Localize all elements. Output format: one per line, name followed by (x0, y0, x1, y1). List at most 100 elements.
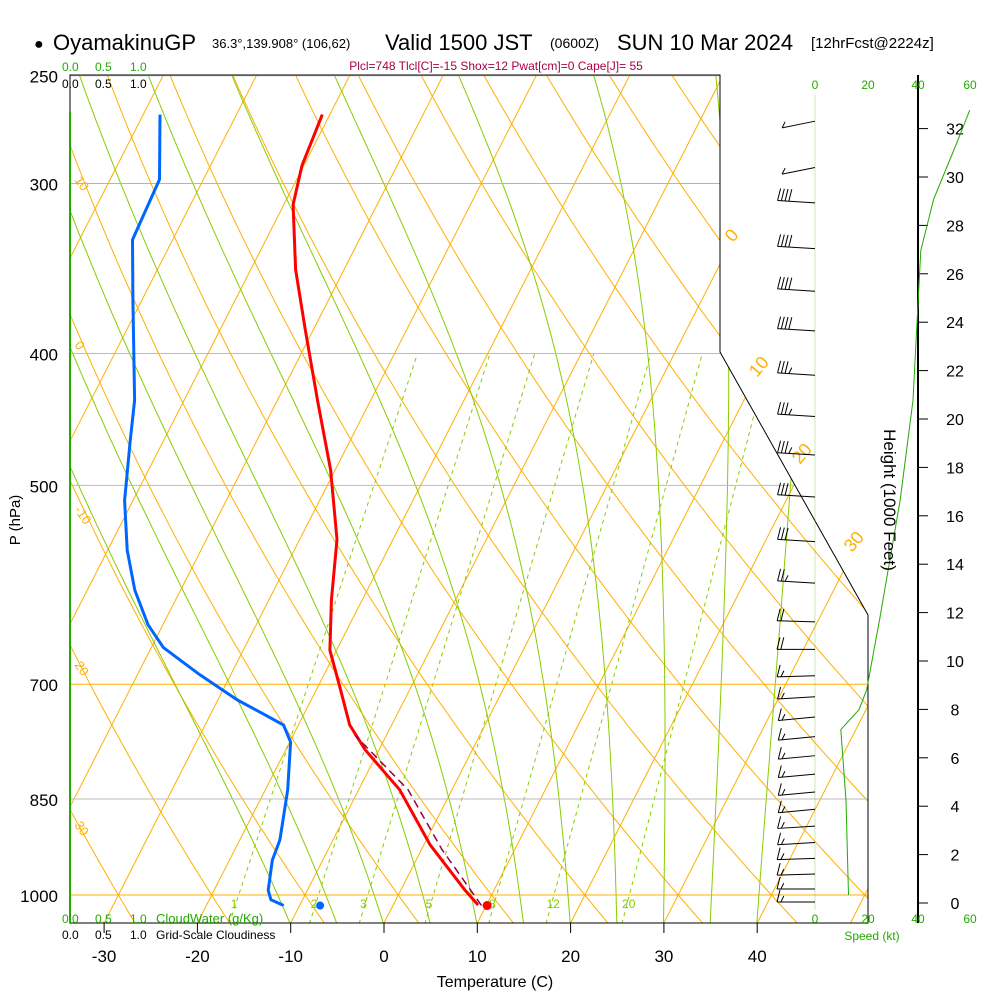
wind-barb (777, 783, 816, 796)
moist-adiabat-line (70, 75, 385, 923)
wind-barb-staff (777, 538, 816, 543)
speed-tick-top-2: 40 (911, 78, 925, 92)
temperature-tick-label: -10 (278, 947, 303, 966)
wind-barbs (776, 95, 971, 910)
wind-barb-staff (777, 857, 816, 861)
temperature-tick-label: 0 (379, 947, 388, 966)
isotherm-line (849, 75, 868, 923)
dry-adiabat-line (107, 75, 609, 923)
wind-barb-feather (780, 234, 785, 247)
grid-lines (70, 75, 868, 923)
wind-barb-feather (788, 367, 793, 374)
pressure-tick-label: 700 (30, 676, 58, 695)
isotherm-line (70, 75, 257, 923)
speed-tick-bottom-3: 60 (963, 912, 977, 926)
wind-barb-staff (777, 413, 816, 417)
wind-barb-feather (781, 733, 786, 741)
cloudwater-tick-top-0: 0.0 (62, 60, 79, 74)
wind-barb-feather (776, 876, 781, 890)
wind-barb-feather (777, 728, 782, 741)
wind-barb-feather (781, 806, 786, 813)
wind-barb-feather (784, 277, 789, 290)
wind-barb (777, 800, 816, 814)
isotherm-line (70, 75, 351, 923)
mixing-ratio-line (621, 353, 771, 923)
wind-barb-feather (784, 316, 789, 330)
dry-adiabat-line (70, 75, 231, 923)
dry-adiabat-line (70, 75, 420, 923)
temperature-tick-label: -20 (185, 947, 210, 966)
wind-barb-feather (781, 752, 786, 760)
surface-dewpoint-marker (316, 901, 325, 910)
dry-adiabat-line (70, 75, 515, 923)
wind-barb-staff (777, 494, 816, 498)
mixing-ratio-label: 2 (311, 897, 318, 911)
dry-adiabat-line (609, 75, 868, 923)
dry-adiabat-line (232, 75, 799, 923)
wind-barb-feather (788, 317, 793, 330)
wind-barb (777, 765, 816, 779)
isotherm-line (196, 75, 630, 923)
height-axis-title: Height (1000 Feet) (880, 429, 899, 571)
wind-barb-feather (781, 713, 786, 721)
isotherm-line (756, 75, 868, 923)
temperature-tick-label: 10 (468, 947, 487, 966)
height-tick-label: 28 (946, 218, 964, 235)
wind-barb-feather (780, 527, 785, 540)
dry-adiabat-line (671, 75, 868, 923)
wind-barb-staff (777, 842, 816, 846)
wind-barb-feather (780, 482, 785, 496)
station-location: 36.3°,139.908° (106,62) (212, 36, 350, 51)
wind-barb-feather (788, 277, 793, 290)
height-tick-label: 6 (951, 751, 960, 768)
adiabat-label: 10 (72, 173, 93, 193)
wind-barb-feather (776, 862, 781, 876)
speed-tick-bottom-2: 40 (911, 912, 925, 926)
wind-barb-staff (777, 675, 816, 678)
wind-barb-feather (777, 482, 782, 495)
isotherm-line (103, 75, 537, 923)
wind-barb-feather (784, 361, 789, 374)
wind-barb (776, 862, 816, 876)
height-tick-label: 24 (946, 315, 964, 332)
adiabat-label: 20 (72, 658, 93, 678)
wind-barb-staff (778, 808, 816, 814)
wind-barb-staff (777, 288, 816, 292)
moist-adiabat-line (231, 75, 524, 923)
mixing-ratio-label: 1 (231, 897, 238, 911)
surface-temperature-marker (482, 901, 492, 911)
cloudiness-label: Grid-Scale Cloudiness (156, 928, 275, 942)
height-tick-label: 14 (946, 557, 964, 574)
wind-barb-feather (777, 234, 782, 247)
wind-barb-feather (784, 188, 789, 202)
mixing-ratio-line (488, 353, 652, 923)
wind-barb-feather (780, 568, 785, 582)
isotherm-line (70, 75, 444, 923)
wind-barb-feather (776, 664, 781, 677)
wind-barb-feather (780, 277, 785, 290)
wind-barb-staff (778, 716, 816, 721)
wind-barb (777, 234, 816, 250)
wind-barb-staff (777, 873, 816, 876)
wind-barb-feather (777, 568, 782, 581)
mixing-ratio-label: 3 (360, 897, 367, 911)
wind-barb (777, 482, 816, 498)
wind-barb-feather (780, 608, 785, 622)
wind-barb-feather (788, 408, 793, 416)
wind-barb-feather (777, 832, 782, 845)
height-tick-label: 10 (946, 654, 964, 671)
wind-barb-feather (780, 188, 785, 201)
wind-barb-staff (777, 372, 816, 376)
wind-barb (777, 527, 816, 543)
wind-barb-feather (780, 670, 785, 677)
mixing-ratio-label: 8 (489, 897, 496, 911)
mixing-ratio-label: 12 (546, 897, 560, 911)
wind-barb-feather (780, 692, 785, 700)
wind-barb-staff (777, 200, 816, 204)
wind-barb-feather (777, 816, 782, 829)
dry-adiabat-line (483, 75, 868, 923)
pressure-tick-label: 300 (30, 175, 58, 194)
wind-barb-feather (781, 788, 786, 796)
wind-barb-feather (780, 838, 785, 845)
wind-barb-feather (777, 188, 782, 201)
